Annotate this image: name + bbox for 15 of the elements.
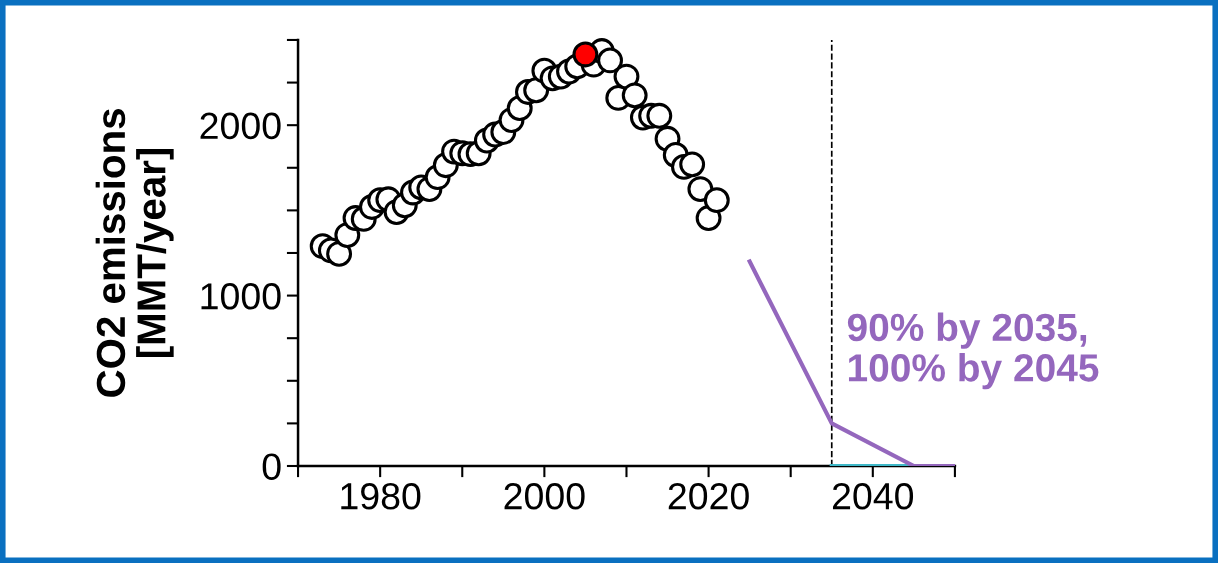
x-tick-label: 2000: [504, 482, 585, 510]
y-tick-label: 2000: [200, 112, 281, 140]
x-tick-label: 2040: [832, 482, 914, 510]
x-tick-label: 1980: [341, 482, 421, 510]
x-tick-label: 2020: [668, 482, 749, 510]
y-axis-title: CO2 emissions [MMT/year]: [95, 109, 174, 397]
point: [646, 102, 673, 129]
annotation: 90% by 2035, 100% by 2045: [847, 312, 1099, 390]
point: [572, 41, 599, 68]
y-tick-label: 0: [262, 453, 281, 480]
y-tick-label: 1000: [201, 282, 281, 310]
point: [703, 187, 730, 214]
point: [621, 82, 648, 109]
point: [679, 151, 706, 178]
point: [597, 47, 623, 74]
